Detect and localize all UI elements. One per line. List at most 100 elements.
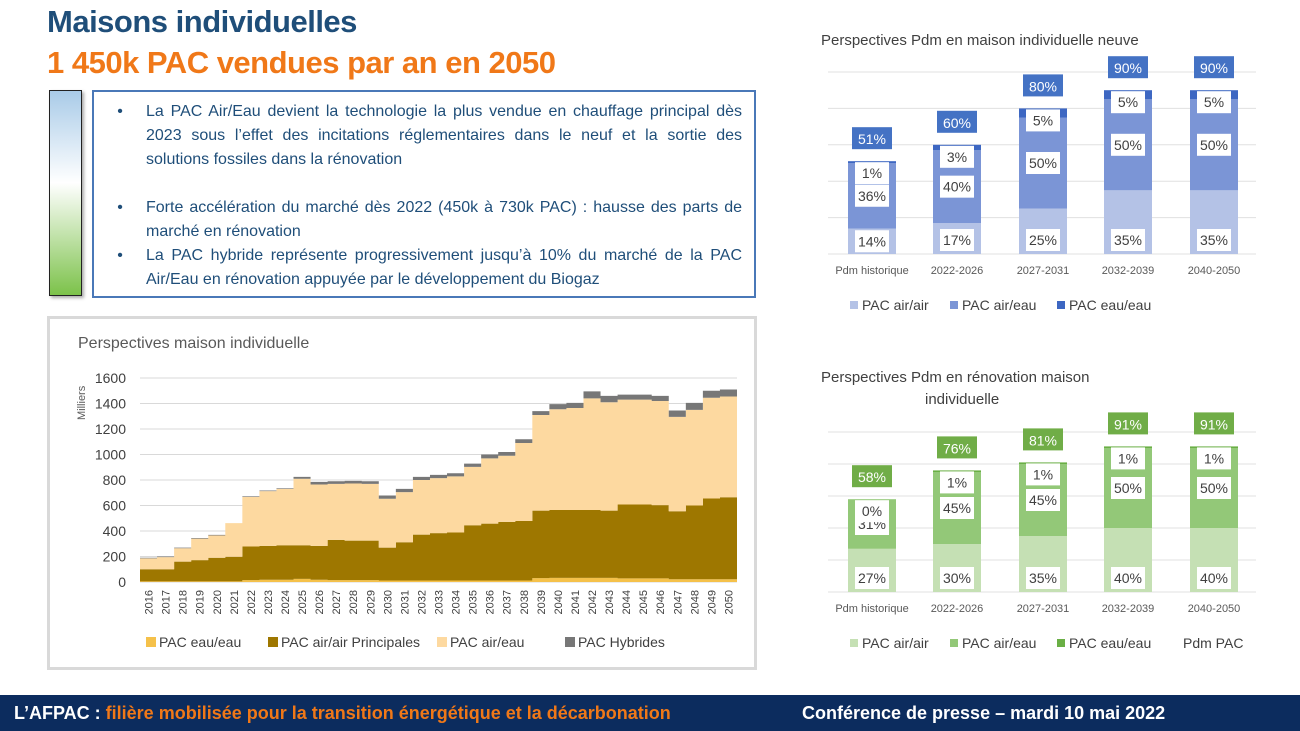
x-tick-label: 2049 [706, 590, 718, 614]
data-label-box [1026, 489, 1060, 511]
area-series-2 [140, 396, 737, 570]
x-tick-label: 2020 [212, 590, 224, 614]
total-label-box [937, 436, 977, 459]
legend-label: PAC air/air [862, 297, 929, 313]
total-label-box [1194, 56, 1234, 79]
total-label: 91% [1114, 416, 1142, 432]
data-label: 17% [943, 232, 971, 248]
bullet-item: • La PAC Air/Eau devient la technologie l… [117, 103, 742, 168]
charts-canvas: Perspectives maison individuelle Milliers… [76, 32, 1256, 651]
key-points-box: • La PAC Air/Eau devient la technologie l… [92, 90, 756, 298]
legend-label: PAC air/air [862, 635, 929, 651]
data-label-box [1111, 91, 1145, 114]
x-tick-label: 2040-2050 [1188, 603, 1241, 615]
data-label: 35% [1200, 232, 1228, 248]
legend-swatch [850, 301, 858, 309]
data-label: 5% [1204, 94, 1224, 110]
total-label-box [852, 465, 892, 488]
x-tick-label: 2026 [314, 590, 326, 614]
x-tick-label: 2031 [399, 590, 411, 614]
data-label-box [855, 567, 889, 589]
y-tick-label: 600 [103, 498, 127, 514]
x-tick-label: 2050 [723, 590, 735, 614]
total-label: 51% [858, 131, 886, 147]
data-label-box [1111, 447, 1145, 470]
x-tick-label: 2022 [246, 590, 258, 614]
data-label: 5% [1118, 94, 1138, 110]
data-label-box [1197, 133, 1231, 156]
total-label: 80% [1029, 78, 1057, 94]
data-label: 40% [1114, 570, 1142, 586]
data-label: 30% [943, 570, 971, 586]
data-label-box [1197, 567, 1231, 589]
y-tick-label: 1600 [95, 370, 126, 386]
x-tick-label: 2024 [280, 590, 292, 614]
chart-title: Perspectives maison individuelle [78, 335, 309, 352]
area-chart-frame [47, 316, 757, 670]
x-tick-label: 2047 [672, 590, 684, 614]
total-label-box [1108, 412, 1148, 435]
data-label: 50% [1200, 137, 1228, 153]
x-tick-label: 2032-2039 [1102, 603, 1155, 615]
y-axis-label: Milliers [76, 385, 88, 420]
data-label-box [1197, 447, 1231, 470]
x-tick-label: 2022-2026 [931, 603, 984, 615]
x-tick-label: 2037 [502, 590, 514, 614]
legend-swatch [1057, 639, 1065, 647]
data-label-box [1026, 229, 1060, 251]
legend-swatch [268, 637, 278, 647]
chart-title: individuelle [925, 391, 999, 408]
x-tick-label: 2018 [178, 590, 190, 614]
legend-label: PAC eau/eau [1069, 635, 1151, 651]
total-label-box [852, 127, 892, 150]
x-tick-label: 2032 [416, 590, 428, 614]
legend-label: PAC eau/eau [159, 634, 241, 650]
legend-swatch [565, 637, 575, 647]
x-tick-label: 2041 [570, 590, 582, 614]
total-label-box [937, 110, 977, 133]
legend-swatch [1057, 301, 1065, 309]
data-label-box [855, 500, 889, 523]
x-tick-label: 2040-2050 [1188, 265, 1241, 277]
x-tick-label: 2022-2026 [931, 265, 984, 277]
total-label-box [1194, 412, 1234, 435]
page-subtitle: 1 450k PAC vendues par an en 2050 [47, 45, 556, 80]
bullet-item: • La PAC hybride représente progressiveme… [117, 247, 742, 288]
data-label: 40% [943, 179, 971, 195]
bar-segment [848, 161, 896, 163]
data-label-box [1111, 229, 1145, 251]
x-tick-label: 2017 [161, 590, 173, 614]
x-tick-label: 2042 [587, 590, 599, 614]
legend-swatch [850, 639, 858, 647]
footer-right: Conférence de presse – mardi 10 mai 2022 [802, 703, 1166, 723]
data-label: 36% [858, 188, 886, 204]
total-label-box [1023, 428, 1063, 451]
bar-segment [1190, 446, 1238, 448]
total-label: 81% [1029, 432, 1057, 448]
data-label: 1% [1204, 450, 1224, 466]
data-label-box [940, 229, 974, 251]
total-label: 60% [943, 115, 971, 131]
x-tick-label: 2038 [519, 590, 531, 614]
data-label: 40% [1200, 570, 1228, 586]
data-label: 25% [1029, 232, 1057, 248]
data-label-box [1026, 152, 1060, 174]
y-tick-label: 1200 [95, 421, 126, 437]
data-label: 27% [858, 570, 886, 586]
x-tick-label: 2046 [655, 590, 667, 614]
x-tick-label: 2034 [451, 590, 463, 614]
y-tick-label: 200 [103, 549, 127, 565]
legend-label: PAC air/eau [962, 635, 1036, 651]
data-label: 50% [1200, 480, 1228, 496]
data-label-box [1111, 133, 1145, 156]
chart-title: Perspectives Pdm en rénovation maison [821, 369, 1089, 386]
data-label: 14% [858, 233, 886, 249]
legend-swatch [950, 639, 958, 647]
x-tick-label: 2027-2031 [1017, 265, 1070, 277]
data-label-box [1197, 477, 1231, 499]
data-label-box [1026, 109, 1060, 132]
legend-label: PAC air/air Principales [281, 634, 420, 650]
data-label: 50% [1114, 137, 1142, 153]
data-label: 1% [1033, 466, 1053, 482]
data-label-box [940, 471, 974, 494]
